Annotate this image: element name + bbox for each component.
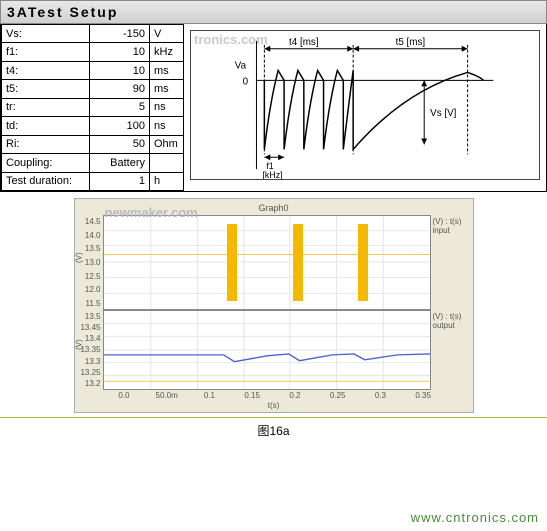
ytick: 13.25 [80, 368, 100, 377]
param-value: 5 [90, 98, 150, 116]
param-value: -150 [90, 25, 150, 43]
output-yaxis: (V) 13.513.4513.413.3513.313.2513.2 [77, 310, 103, 390]
xtick: 0.3 [359, 391, 402, 400]
burst-bar [358, 224, 368, 301]
xtick: 0.2 [274, 391, 317, 400]
param-unit: ms [150, 80, 184, 98]
param-row: Test duration:1h [2, 172, 184, 191]
graph-panel: newmaker.com Graph0 (V) 14.514.013.513.0… [74, 198, 474, 413]
param-label: t4: [2, 61, 90, 79]
param-label: Vs: [2, 25, 90, 43]
input-yaxis: (V) 14.5 14.0 13.5 13.0 12.5 12.0 11.5 [77, 215, 103, 310]
burst-bar [227, 224, 237, 301]
burst-bar [293, 224, 303, 301]
param-value: 100 [90, 117, 150, 135]
ytick: 13.3 [85, 357, 101, 366]
param-value: 10 [90, 43, 150, 61]
xtick: 50.0m [145, 391, 188, 400]
zero-label: 0 [243, 76, 249, 87]
param-value: 50 [90, 135, 150, 153]
param-row: f1:10kHz [2, 43, 184, 61]
output-plot [103, 310, 431, 390]
param-label: Test duration: [2, 172, 90, 191]
param-unit: ns [150, 98, 184, 116]
param-row: Vs:-150V [2, 25, 184, 43]
input-side2: input [433, 226, 469, 235]
output-side1: (V) : t(s) [433, 312, 469, 321]
vs-label: Vs [V] [430, 108, 457, 119]
param-value: 90 [90, 80, 150, 98]
param-label: t5: [2, 80, 90, 98]
panel-header: 3ATest Setup [0, 0, 547, 24]
ytick: 12.0 [85, 285, 101, 294]
param-value: 1 [90, 172, 150, 191]
param-unit: kHz [150, 43, 184, 61]
param-unit [150, 154, 184, 172]
waveform-diagram: t4 [ms] t5 [ms] Va 0 Vs [V] f1 [kHz] [190, 30, 540, 180]
param-label: tr: [2, 98, 90, 116]
output-ylabel: (V) [74, 339, 83, 350]
xaxis: 0.050.0m0.10.150.20.250.30.35 [77, 390, 471, 401]
va-label: Va [235, 60, 247, 71]
ytick: 13.0 [85, 258, 101, 267]
output-side2: output [433, 321, 469, 330]
ytick: 14.0 [85, 231, 101, 240]
t4-label: t4 [ms] [289, 37, 319, 48]
input-plot-row: (V) 14.5 14.0 13.5 13.0 12.5 12.0 11.5 (V) : t… [77, 215, 471, 310]
input-side: (V) : t(s) input [431, 215, 471, 310]
f1-unit: [kHz] [262, 170, 282, 180]
xtick: 0.1 [188, 391, 231, 400]
param-row: Ri:50Ohm [2, 135, 184, 153]
param-label: f1: [2, 43, 90, 61]
ytick: 13.5 [85, 244, 101, 253]
input-flat-line [104, 254, 430, 255]
ytick: 13.4 [85, 334, 101, 343]
param-row: td:100ns [2, 117, 184, 135]
source-url: www.cntronics.com [411, 510, 539, 525]
ytick: 11.5 [86, 299, 101, 308]
param-row: Coupling:Battery [2, 154, 184, 172]
graph-title: Graph0 [77, 201, 471, 215]
waveform-cell: tronics.com t4 [ms] t5 [ms] Va 0 [184, 24, 546, 191]
param-row: t4:10ms [2, 61, 184, 79]
param-unit: Ohm [150, 135, 184, 153]
param-label: Coupling: [2, 154, 90, 172]
input-plot [103, 215, 431, 310]
param-row: t5:90ms [2, 80, 184, 98]
ytick: 13.5 [85, 312, 101, 321]
xlabel: t(s) [77, 401, 471, 410]
output-side: (V) : t(s) output [431, 310, 471, 390]
param-unit: ms [150, 61, 184, 79]
xtick: 0.0 [103, 391, 146, 400]
figure-caption: 图16a [0, 417, 547, 439]
params-table: Vs:-150Vf1:10kHzt4:10mst5:90mstr:5nstd:1… [1, 24, 184, 191]
output-plot-row: (V) 13.513.4513.413.3513.313.2513.2 (V) … [77, 310, 471, 390]
param-label: Ri: [2, 135, 90, 153]
xtick: 0.15 [231, 391, 274, 400]
ytick: 13.45 [80, 323, 100, 332]
param-unit: V [150, 25, 184, 43]
param-label: td: [2, 117, 90, 135]
xtick: 0.35 [402, 391, 445, 400]
param-unit: h [150, 172, 184, 191]
input-side1: (V) : t(s) [433, 217, 469, 226]
param-row: tr:5ns [2, 98, 184, 116]
ytick: 12.5 [85, 272, 101, 281]
ytick: 14.5 [85, 217, 101, 226]
ytick: 13.2 [85, 379, 101, 388]
xtick: 0.25 [316, 391, 359, 400]
input-ylabel: (V) [74, 252, 83, 263]
t5-label: t5 [ms] [396, 37, 426, 48]
param-value: 10 [90, 61, 150, 79]
top-panel: Vs:-150Vf1:10kHzt4:10mst5:90mstr:5nstd:1… [0, 24, 547, 192]
param-value: Battery [90, 154, 150, 172]
header-title: 3ATest Setup [7, 4, 118, 20]
param-unit: ns [150, 117, 184, 135]
